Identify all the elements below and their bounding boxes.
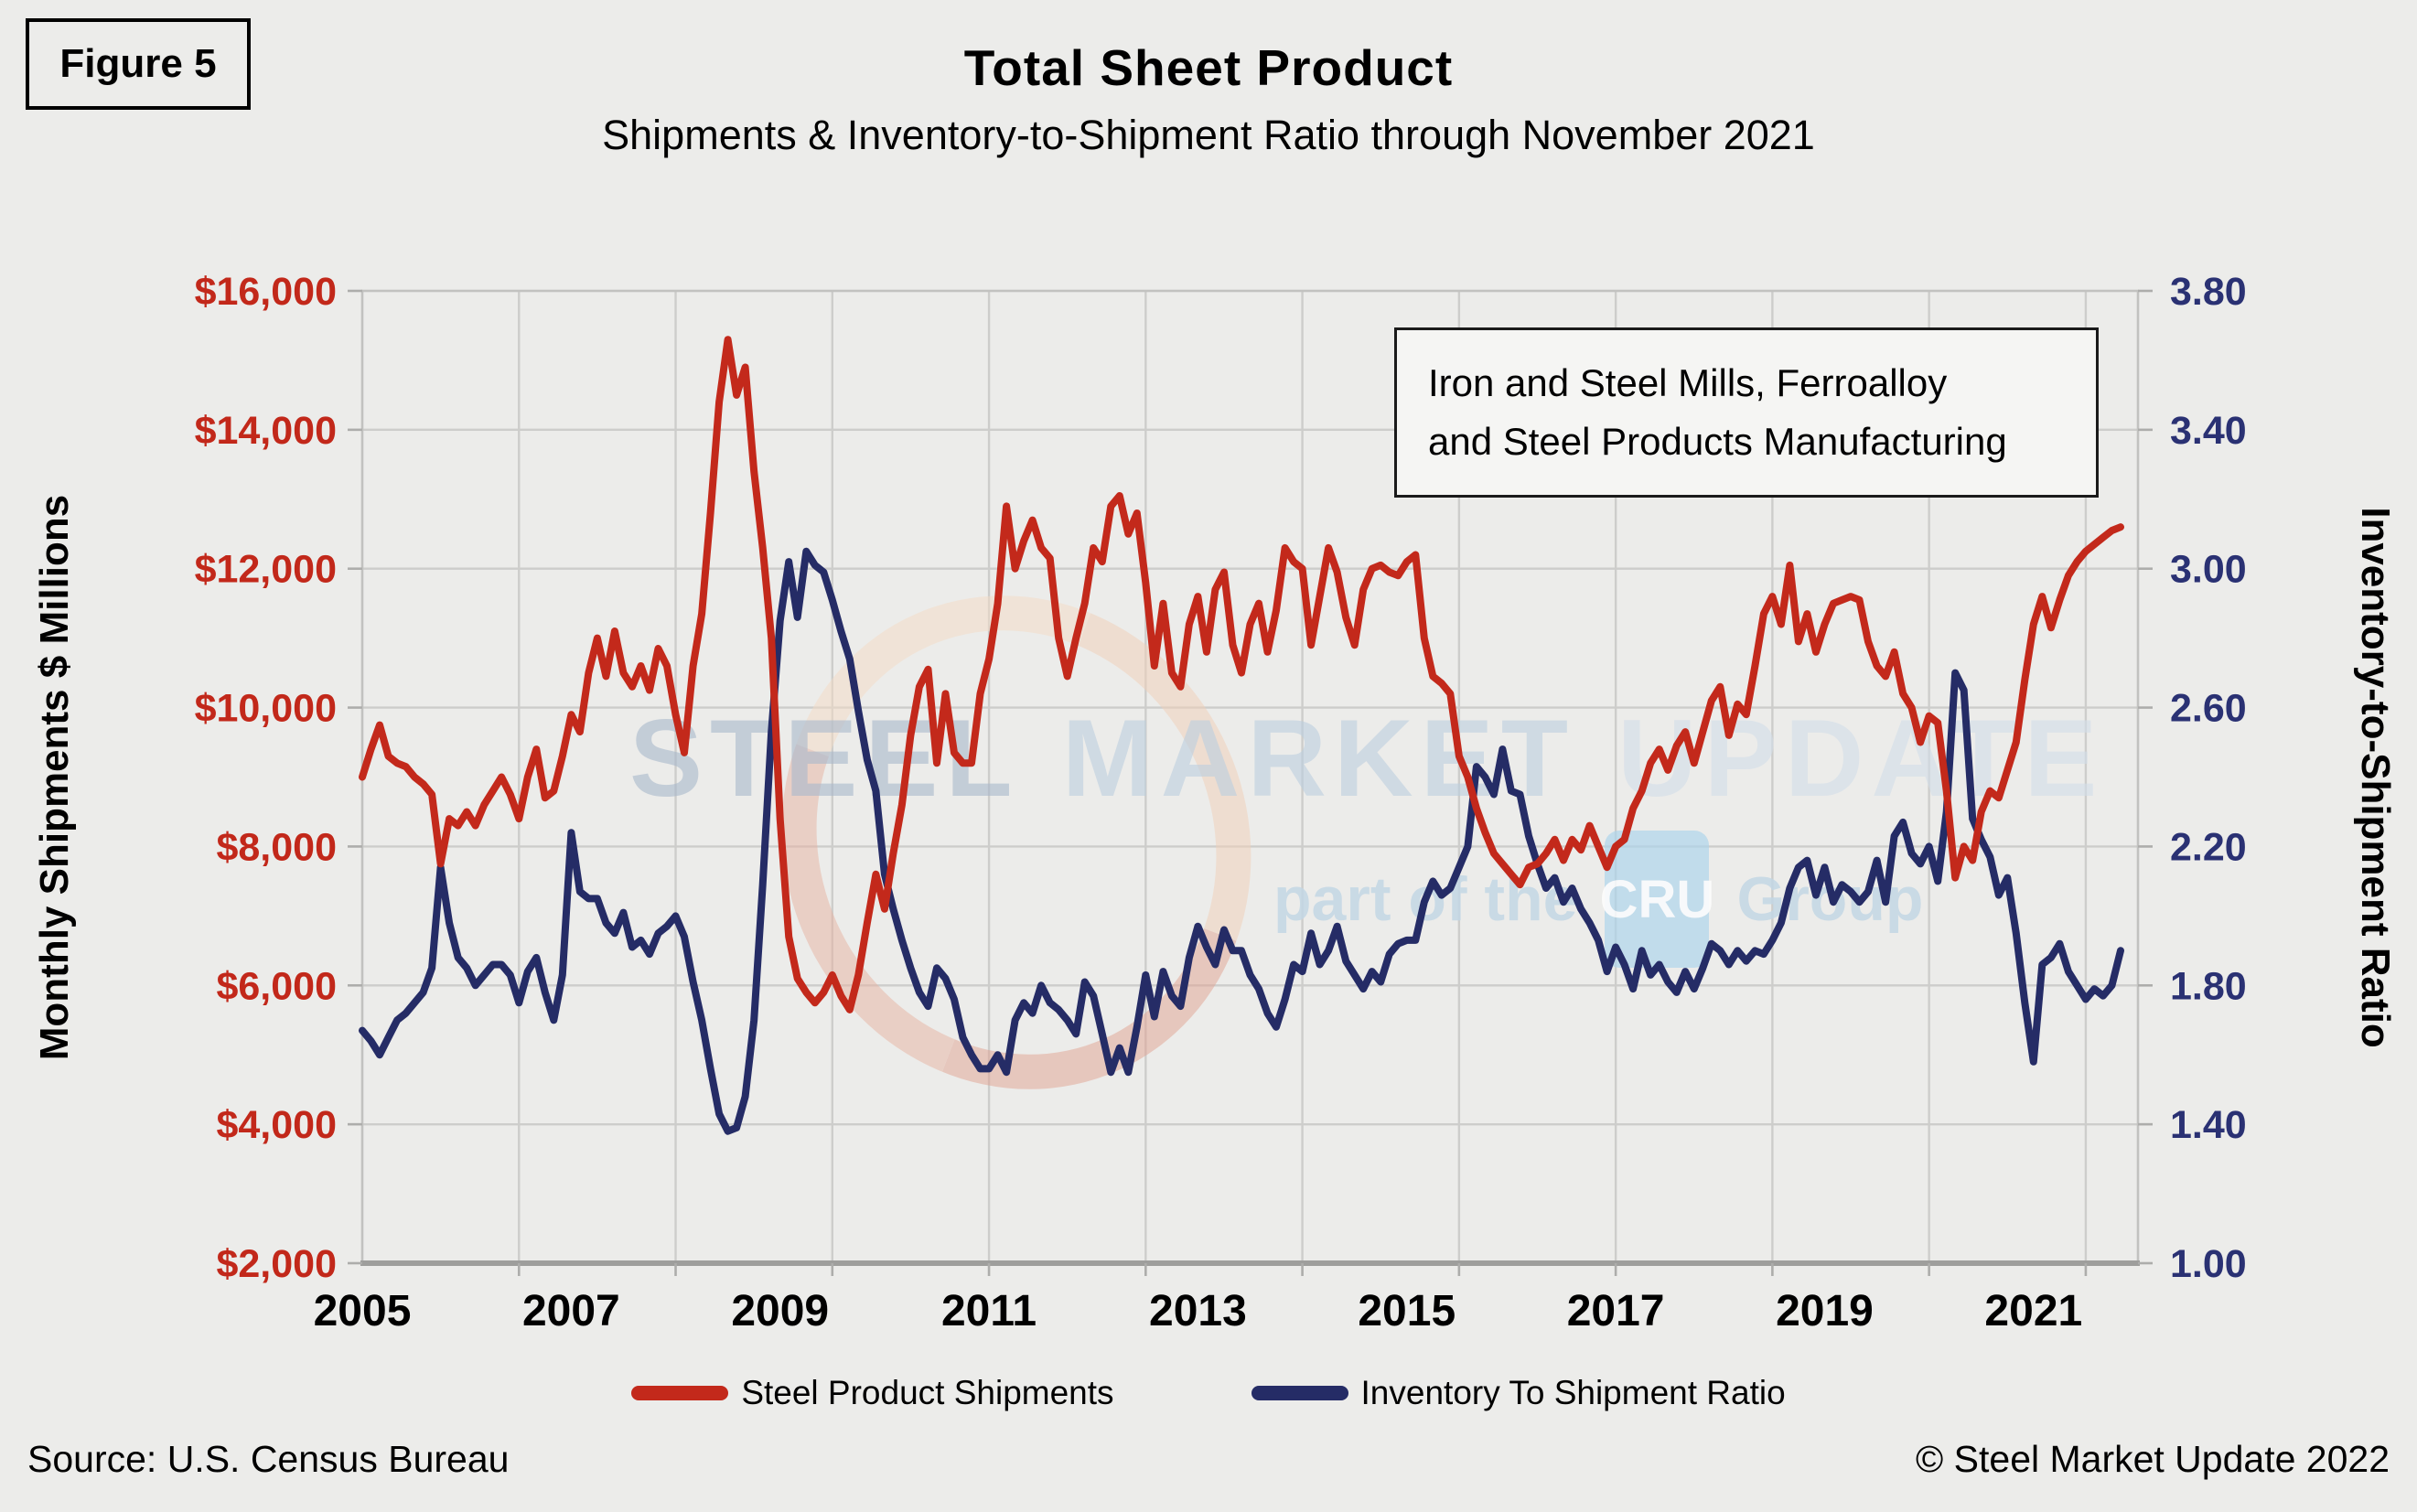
watermark-word-market: MARKET (1061, 697, 1575, 820)
svg-text:$12,000: $12,000 (195, 548, 337, 592)
svg-text:2019: 2019 (1776, 1287, 1874, 1335)
ratio-line-swatch-icon (1251, 1386, 1348, 1400)
annotation-line-1: Iron and Steel Mills, Ferroalloy (1428, 361, 1948, 404)
svg-text:2017: 2017 (1567, 1287, 1665, 1335)
legend-item-ratio: Inventory To Shipment Ratio (1251, 1374, 1786, 1412)
svg-text:3.80: 3.80 (2170, 270, 2247, 314)
svg-text:2.20: 2.20 (2170, 825, 2247, 869)
svg-text:2005: 2005 (314, 1287, 412, 1335)
title-block: Total Sheet Product Shipments & Inventor… (0, 38, 2417, 159)
right-axis-title: Inventory-to-Shipment Ratio (2353, 507, 2398, 1048)
shipments-line-swatch-icon (631, 1386, 729, 1400)
cru-logo-text: CRU (1599, 869, 1715, 929)
svg-text:1.00: 1.00 (2170, 1242, 2247, 1286)
legend-item-shipments: Steel Product Shipments (631, 1374, 1114, 1412)
svg-text:$4,000: $4,000 (216, 1103, 337, 1147)
legend: Steel Product Shipments Inventory To Shi… (0, 1374, 2417, 1412)
svg-text:$8,000: $8,000 (216, 825, 337, 869)
svg-text:2021: 2021 (1984, 1287, 2082, 1335)
source-note: Source: U.S. Census Bureau (27, 1438, 510, 1480)
svg-text:1.40: 1.40 (2170, 1103, 2247, 1147)
svg-text:$6,000: $6,000 (216, 964, 337, 1008)
annotation-line-2: and Steel Products Manufacturing (1428, 419, 2007, 463)
copyright-note: © Steel Market Update 2022 (1916, 1438, 2390, 1480)
svg-text:1.80: 1.80 (2170, 964, 2247, 1008)
svg-text:3.40: 3.40 (2170, 409, 2247, 453)
svg-text:2009: 2009 (731, 1287, 829, 1335)
svg-text:2013: 2013 (1149, 1287, 1247, 1335)
left-axis-title: Monthly Shipments $ Millions (32, 494, 77, 1061)
annotation-box: Iron and Steel Mills, Ferroalloy and Ste… (1394, 327, 2099, 498)
figure-label-box: Figure 5 (26, 18, 251, 110)
chart-title: Total Sheet Product (963, 39, 1454, 96)
svg-text:2015: 2015 (1358, 1287, 1456, 1335)
svg-text:2007: 2007 (522, 1287, 620, 1335)
figure-label: Figure 5 (59, 41, 217, 86)
cru-logo-icon: CRU (1600, 831, 1714, 968)
svg-text:$2,000: $2,000 (216, 1242, 337, 1286)
chart-subtitle: Shipments & Inventory-to-Shipment Ratio … (602, 112, 1815, 158)
svg-text:$16,000: $16,000 (195, 270, 337, 314)
svg-text:$14,000: $14,000 (195, 409, 337, 453)
svg-text:$10,000: $10,000 (195, 687, 337, 731)
svg-text:2011: 2011 (941, 1287, 1037, 1335)
legend-label-ratio: Inventory To Shipment Ratio (1360, 1374, 1786, 1411)
svg-text:3.00: 3.00 (2170, 548, 2247, 592)
svg-text:2.60: 2.60 (2170, 687, 2247, 731)
footer: Source: U.S. Census Bureau © Steel Marke… (0, 1438, 2417, 1481)
legend-label-shipments: Steel Product Shipments (741, 1374, 1114, 1411)
